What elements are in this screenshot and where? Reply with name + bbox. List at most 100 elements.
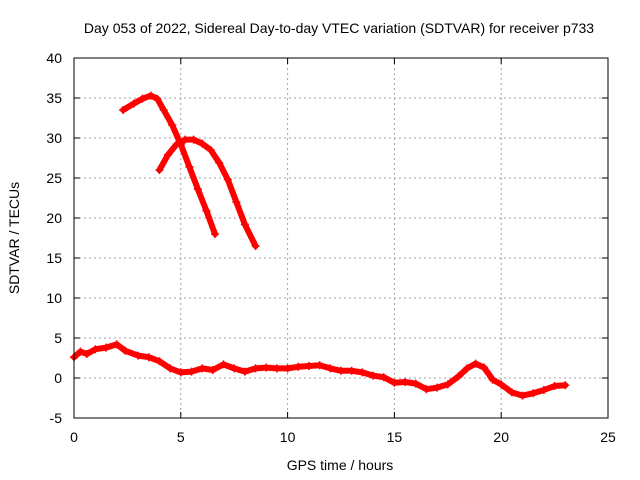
data-point xyxy=(347,366,356,375)
data-point xyxy=(102,343,111,352)
data-point xyxy=(181,135,190,144)
data-point xyxy=(155,357,164,366)
data-point xyxy=(232,198,241,206)
data-point xyxy=(146,91,155,100)
y-tick-label: 25 xyxy=(46,170,62,186)
grid xyxy=(74,58,608,418)
data-point xyxy=(561,381,570,390)
x-tick-label: 25 xyxy=(600,429,616,445)
x-tick-label: 15 xyxy=(387,429,403,445)
data-point xyxy=(163,150,172,159)
data-point xyxy=(166,364,175,373)
data-point xyxy=(240,220,249,229)
data-point xyxy=(219,360,228,369)
data-point xyxy=(159,106,168,114)
series-arc-a xyxy=(119,91,219,238)
data-point xyxy=(497,380,506,389)
series-trace xyxy=(71,341,569,399)
tick-labels: 0 5 10 15 20 25 -5 0 5 10 15 20 25 30 35 40 xyxy=(46,50,616,445)
data-point xyxy=(315,361,324,370)
y-tick-label: 0 xyxy=(54,370,62,386)
data-point xyxy=(471,359,480,368)
data-point xyxy=(337,366,345,375)
data-point xyxy=(155,166,164,174)
y-tick-label: 40 xyxy=(46,50,62,66)
data-point xyxy=(379,373,388,382)
series-low-band xyxy=(70,340,570,400)
y-tick-label: 15 xyxy=(46,250,62,266)
axis-ticks xyxy=(73,57,609,419)
x-tick-label: 0 xyxy=(70,429,78,445)
data-point xyxy=(119,106,128,114)
data-point xyxy=(76,347,85,356)
data-point xyxy=(189,135,198,144)
data-point xyxy=(202,206,211,215)
data-point xyxy=(172,140,181,149)
x-tick-label: 20 xyxy=(493,429,509,445)
data-point xyxy=(251,242,260,250)
data-point xyxy=(262,363,271,372)
data-point xyxy=(251,364,260,373)
data-point xyxy=(223,175,232,184)
data-point xyxy=(433,383,442,392)
data-point xyxy=(208,366,217,374)
data-point xyxy=(153,94,162,103)
data-point xyxy=(480,363,489,372)
data-series xyxy=(70,91,570,400)
data-point xyxy=(240,367,249,376)
y-tick-label: -5 xyxy=(50,410,63,426)
data-point xyxy=(168,121,177,130)
data-point xyxy=(326,364,335,373)
y-tick-label: 20 xyxy=(46,210,62,226)
x-axis-title: GPS time / hours xyxy=(287,457,394,473)
data-point xyxy=(129,99,138,108)
data-point xyxy=(121,346,130,355)
data-point xyxy=(454,372,463,381)
data-point xyxy=(443,380,452,389)
data-point xyxy=(82,350,91,358)
x-tick-label: 10 xyxy=(280,429,296,445)
y-tick-label: 30 xyxy=(46,130,62,146)
data-point xyxy=(144,353,153,362)
data-point xyxy=(401,378,410,386)
data-point xyxy=(518,391,527,400)
data-point xyxy=(187,367,196,376)
plot-frame xyxy=(73,57,609,419)
data-point xyxy=(138,94,147,103)
chart-title: Day 053 of 2022, Sidereal Day-to-day VTE… xyxy=(84,20,594,36)
data-point xyxy=(198,364,207,373)
series-trace xyxy=(120,92,218,237)
data-point xyxy=(369,371,378,380)
data-point xyxy=(272,364,281,373)
data-point xyxy=(294,362,303,371)
data-point xyxy=(176,368,185,377)
data-point xyxy=(390,378,399,387)
data-point xyxy=(488,375,497,384)
data-point xyxy=(230,364,239,373)
data-point xyxy=(198,139,207,148)
data-point xyxy=(206,146,215,154)
x-tick-label: 5 xyxy=(177,429,185,445)
data-point xyxy=(529,389,538,398)
y-tick-label: 35 xyxy=(46,90,62,106)
y-tick-label: 5 xyxy=(54,330,62,346)
data-point xyxy=(304,362,313,370)
data-point xyxy=(550,382,559,390)
series-trace xyxy=(156,136,259,249)
data-point xyxy=(112,340,121,349)
data-point xyxy=(411,379,420,388)
data-point xyxy=(193,185,202,194)
data-point xyxy=(91,345,100,354)
data-point xyxy=(215,158,224,167)
y-tick-label: 10 xyxy=(46,290,62,306)
data-point xyxy=(283,364,292,373)
data-point xyxy=(358,368,367,377)
data-point xyxy=(507,388,516,397)
data-point xyxy=(210,230,219,238)
series-arc-b xyxy=(155,135,260,250)
y-axis-title: SDTVAR / TECUs xyxy=(6,182,22,294)
data-point xyxy=(185,162,194,171)
data-point xyxy=(134,351,143,360)
data-point xyxy=(463,364,472,373)
